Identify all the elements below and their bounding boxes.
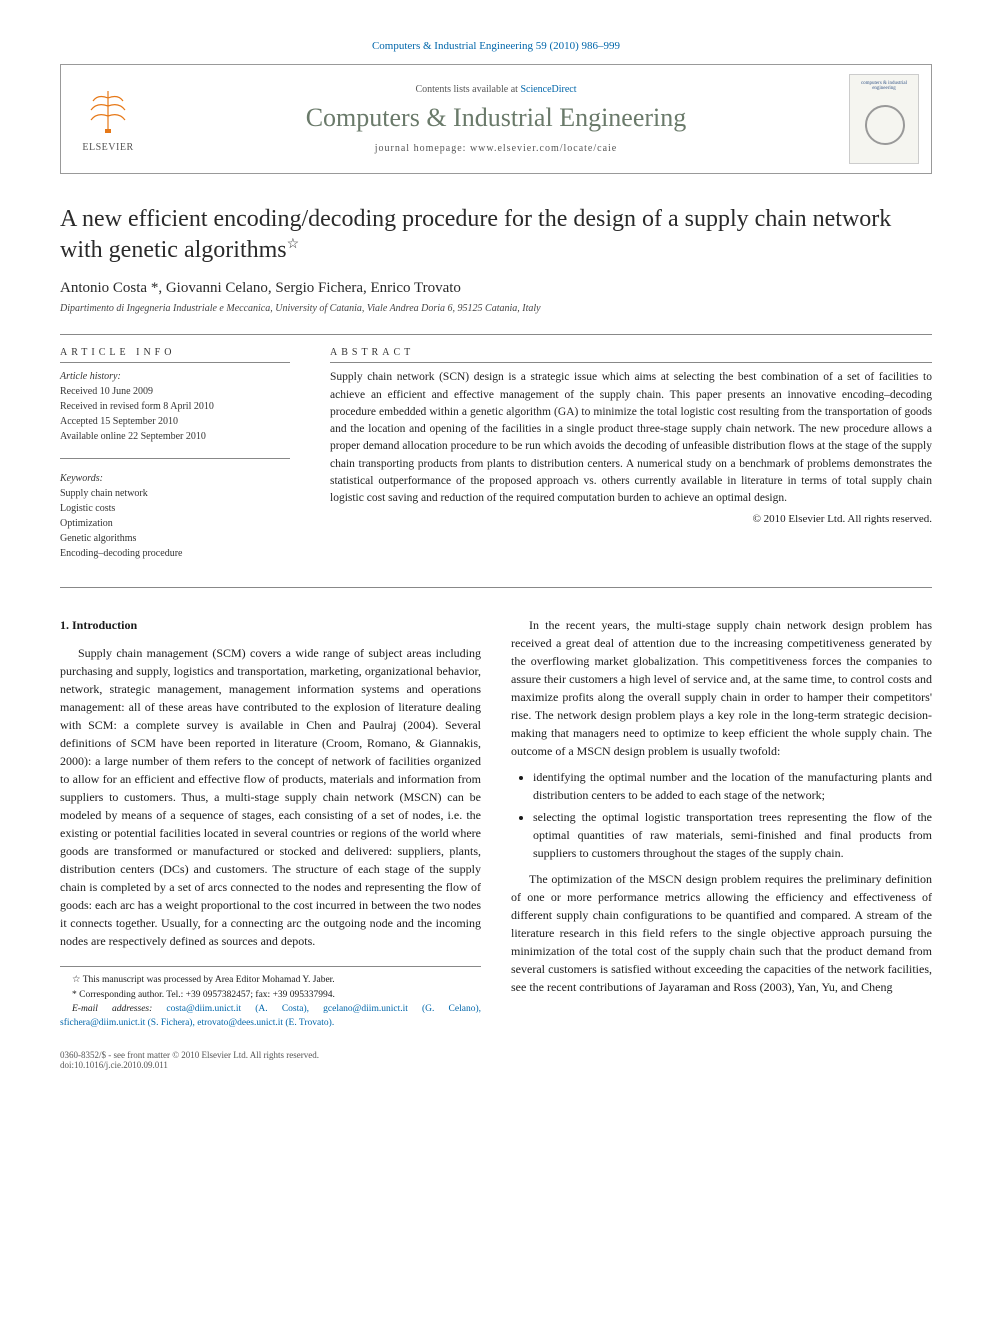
bullet-item: identifying the optimal number and the l… bbox=[533, 768, 932, 804]
cover-graphic-icon bbox=[865, 105, 905, 145]
keyword: Logistic costs bbox=[60, 501, 290, 516]
title-footnote-marker: ☆ bbox=[287, 237, 300, 252]
contents-prefix: Contents lists available at bbox=[415, 84, 520, 95]
right-paragraph-2: The optimization of the MSCN design prob… bbox=[511, 870, 932, 996]
bullet-item: selecting the optimal logistic transport… bbox=[533, 808, 932, 862]
footnotes-block: ☆ This manuscript was processed by Area … bbox=[60, 966, 481, 1030]
abstract-text: Supply chain network (SCN) design is a s… bbox=[330, 369, 932, 507]
right-paragraph-1: In the recent years, the multi-stage sup… bbox=[511, 616, 932, 760]
keywords-label: Keywords: bbox=[60, 471, 290, 486]
bullet-list: identifying the optimal number and the l… bbox=[521, 768, 932, 862]
info-abstract-row: ARTICLE INFO Article history: Received 1… bbox=[60, 347, 932, 575]
article-title-text: A new efficient encoding/decoding proced… bbox=[60, 206, 891, 263]
cover-title: computers & industrial engineering bbox=[856, 81, 912, 91]
footnote-emails: E-mail addresses: costa@diim.unict.it (A… bbox=[60, 1002, 481, 1031]
history-line: Accepted 15 September 2010 bbox=[60, 414, 290, 429]
journal-cover-thumbnail: computers & industrial engineering bbox=[849, 74, 919, 164]
footer-front-matter: 0360-8352/$ - see front matter © 2010 El… bbox=[60, 1050, 319, 1060]
sciencedirect-link[interactable]: ScienceDirect bbox=[520, 84, 576, 95]
footer-doi: doi:10.1016/j.cie.2010.09.011 bbox=[60, 1060, 319, 1070]
footnote-manuscript: ☆ This manuscript was processed by Area … bbox=[60, 973, 481, 987]
abstract-copyright: © 2010 Elsevier Ltd. All rights reserved… bbox=[330, 513, 932, 525]
history-label: Article history: bbox=[60, 369, 290, 384]
keyword: Optimization bbox=[60, 516, 290, 531]
journal-header-box: ELSEVIER Contents lists available at Sci… bbox=[60, 64, 932, 174]
body-columns: 1. Introduction Supply chain management … bbox=[60, 616, 932, 1030]
publisher-logo: ELSEVIER bbox=[73, 86, 143, 153]
right-column: In the recent years, the multi-stage sup… bbox=[511, 616, 932, 1030]
history-line: Received 10 June 2009 bbox=[60, 384, 290, 399]
footer-bar: 0360-8352/$ - see front matter © 2010 El… bbox=[60, 1050, 932, 1070]
keyword: Genetic algorithms bbox=[60, 531, 290, 546]
contents-available-line: Contents lists available at ScienceDirec… bbox=[143, 84, 849, 95]
article-info-block: ARTICLE INFO Article history: Received 1… bbox=[60, 347, 290, 575]
footer-left-block: 0360-8352/$ - see front matter © 2010 El… bbox=[60, 1050, 319, 1070]
left-column: 1. Introduction Supply chain management … bbox=[60, 616, 481, 1030]
divider-info-inner bbox=[60, 458, 290, 459]
divider-bottom bbox=[60, 587, 932, 588]
header-citation: Computers & Industrial Engineering 59 (2… bbox=[60, 40, 932, 52]
footnote-email-label: E-mail addresses: bbox=[72, 1004, 152, 1014]
abstract-header: ABSTRACT bbox=[330, 347, 932, 363]
article-title: A new efficient encoding/decoding proced… bbox=[60, 204, 932, 266]
footnote-corresponding: * Corresponding author. Tel.: +39 095738… bbox=[60, 988, 481, 1002]
abstract-block: ABSTRACT Supply chain network (SCN) desi… bbox=[330, 347, 932, 575]
divider-top bbox=[60, 334, 932, 335]
publisher-name: ELSEVIER bbox=[73, 142, 143, 153]
section-heading: 1. Introduction bbox=[60, 616, 481, 634]
authors-line: Antonio Costa *, Giovanni Celano, Sergio… bbox=[60, 280, 932, 297]
keyword: Encoding–decoding procedure bbox=[60, 546, 290, 561]
journal-name: Computers & Industrial Engineering bbox=[143, 103, 849, 133]
history-line: Received in revised form 8 April 2010 bbox=[60, 399, 290, 414]
affiliation: Dipartimento di Ingegneria Industriale e… bbox=[60, 303, 932, 314]
keywords-block: Keywords: Supply chain network Logistic … bbox=[60, 471, 290, 561]
elsevier-tree-icon bbox=[83, 86, 133, 136]
article-history: Article history: Received 10 June 2009 R… bbox=[60, 369, 290, 444]
keyword: Supply chain network bbox=[60, 486, 290, 501]
history-line: Available online 22 September 2010 bbox=[60, 429, 290, 444]
intro-paragraph: Supply chain management (SCM) covers a w… bbox=[60, 644, 481, 950]
journal-homepage: journal homepage: www.elsevier.com/locat… bbox=[143, 143, 849, 154]
article-info-header: ARTICLE INFO bbox=[60, 347, 290, 363]
journal-center-block: Contents lists available at ScienceDirec… bbox=[143, 84, 849, 154]
